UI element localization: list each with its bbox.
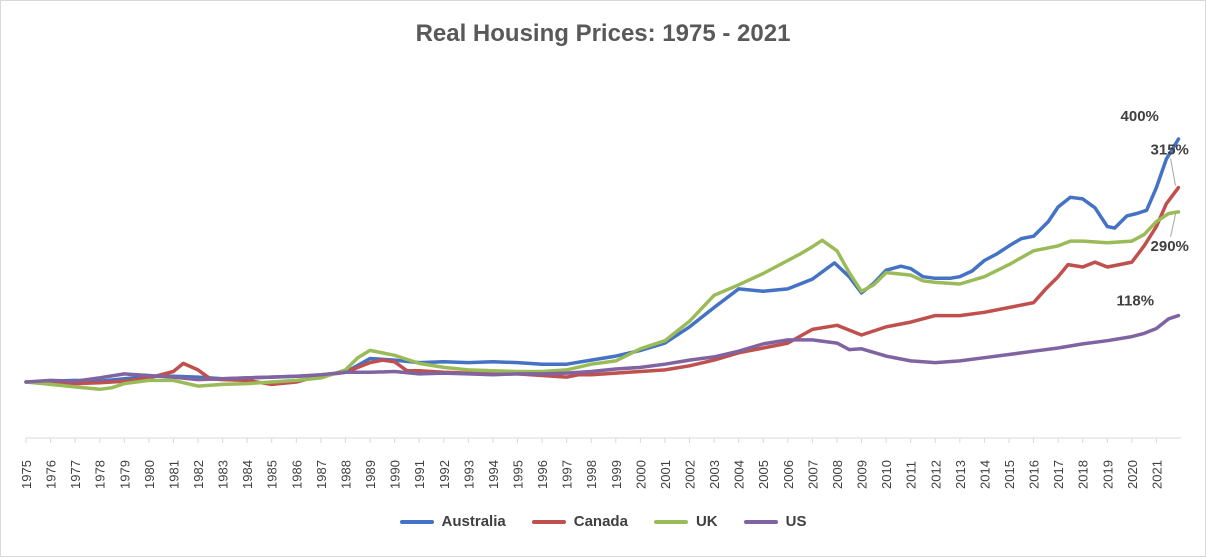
x-tick-label: 2019 xyxy=(1100,460,1115,489)
x-tick-label: 2015 xyxy=(1002,460,1017,489)
annotation-label-canada: 315% xyxy=(1151,142,1189,159)
legend-label: Canada xyxy=(573,513,628,530)
x-tick-label: 2010 xyxy=(879,460,894,489)
x-tick-label: 1999 xyxy=(609,460,624,489)
x-tick-label: 1998 xyxy=(584,460,599,489)
x-tick-label: 2005 xyxy=(756,460,771,489)
x-tick-label: 1997 xyxy=(560,460,575,489)
x-tick-label: 2021 xyxy=(1149,460,1164,489)
x-tick-label: 2000 xyxy=(633,460,648,489)
x-tick-label: 1984 xyxy=(240,460,255,489)
x-tick-label: 1996 xyxy=(535,460,550,489)
legend-item-uk: UK xyxy=(653,513,718,530)
x-tick-label: 1988 xyxy=(338,460,353,489)
legend-label: UK xyxy=(695,513,718,530)
series-line-us xyxy=(24,313,1181,384)
x-tick-label: 1985 xyxy=(265,460,280,489)
x-tick-label: 1994 xyxy=(486,460,501,489)
chart-title: Real Housing Prices: 1975 - 2021 xyxy=(415,20,791,47)
x-tick-label: 1990 xyxy=(388,460,403,489)
x-tick-label: 1978 xyxy=(93,460,108,489)
legend-item-us: US xyxy=(743,513,807,530)
x-tick-label: 1986 xyxy=(289,460,304,489)
series-line-australia xyxy=(24,137,1181,384)
legend-label: Australia xyxy=(441,513,506,530)
legend-item-australia: Australia xyxy=(399,513,506,530)
annotation-leader-line xyxy=(1170,213,1177,238)
x-tick-label: 2014 xyxy=(977,460,992,489)
annotation-leader-line xyxy=(1170,158,1177,186)
x-tick-label: 2006 xyxy=(781,460,796,489)
x-tick-label: 1975 xyxy=(19,460,34,489)
series-line-uk xyxy=(24,210,1181,392)
x-tick-label: 2011 xyxy=(904,461,919,489)
x-tick-label: 2009 xyxy=(855,460,870,489)
x-tick-label: 2013 xyxy=(953,460,968,489)
x-tick-label: 2001 xyxy=(658,460,673,489)
x-tick-label: 1977 xyxy=(68,460,83,489)
x-tick-label: 2003 xyxy=(707,460,722,489)
legend-swatch xyxy=(399,519,434,524)
x-tick-label: 1982 xyxy=(191,460,206,489)
x-tick-label: 1993 xyxy=(461,460,476,489)
x-tick-label: 1976 xyxy=(44,460,59,489)
x-tick-label: 2020 xyxy=(1125,460,1140,489)
x-tick-label: 2007 xyxy=(805,460,820,489)
x-tick-label: 1979 xyxy=(117,460,132,489)
x-tick-label: 2002 xyxy=(683,460,698,489)
legend-swatch xyxy=(531,519,566,524)
x-tick-label: 1983 xyxy=(216,460,231,489)
legend-item-canada: Canada xyxy=(531,513,628,530)
x-tick-label: 2012 xyxy=(928,460,943,489)
x-tick-label: 2016 xyxy=(1027,460,1042,489)
x-tick-label: 2008 xyxy=(830,460,845,489)
x-tick-label: 2018 xyxy=(1076,460,1091,489)
x-tick-label: 2017 xyxy=(1051,460,1066,489)
x-tick-label: 1992 xyxy=(437,460,452,489)
annotation-label-us: 118% xyxy=(1117,293,1155,310)
x-tick-label: 1987 xyxy=(314,460,329,489)
x-tick-label: 1980 xyxy=(142,460,157,489)
legend-swatch xyxy=(743,519,778,524)
x-tick-label: 2004 xyxy=(732,460,747,489)
x-tick-label: 1981 xyxy=(166,460,181,489)
chart-legend: Australia Canada UK US xyxy=(0,513,1206,530)
annotation-label-australia: 400% xyxy=(1121,108,1159,125)
annotation-label-uk: 290% xyxy=(1151,238,1189,255)
x-tick-label: 1989 xyxy=(363,460,378,489)
x-tick-label: 1991 xyxy=(412,460,427,489)
x-tick-label: 1995 xyxy=(510,460,525,489)
legend-label: US xyxy=(785,513,807,530)
legend-swatch xyxy=(653,519,688,524)
